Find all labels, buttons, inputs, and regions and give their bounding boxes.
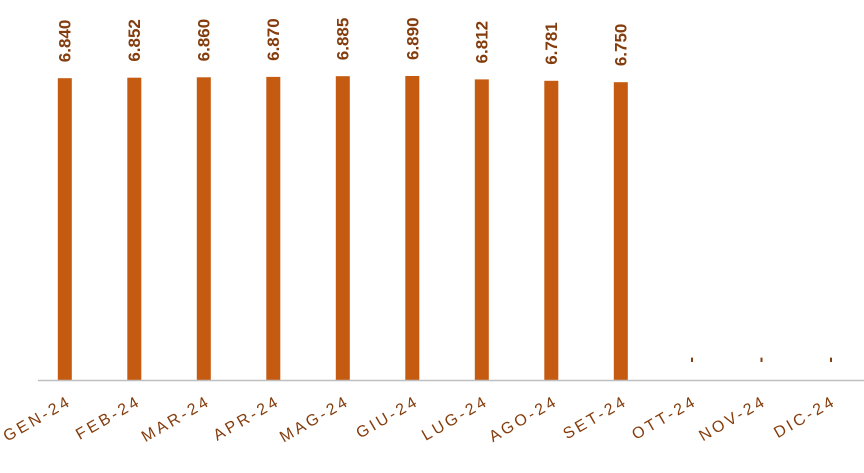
x-tick-label-set-24: SET-24	[560, 393, 630, 443]
value-label-giu-24: 6.890	[403, 17, 422, 60]
x-tick-label-ott-24: OTT-24	[629, 393, 700, 444]
value-label-ago-24: 6.781	[542, 22, 561, 65]
x-tick-label-giu-24: GIU-24	[353, 393, 422, 443]
value-labels-group: 6.840 6.852 6.860 6.870 6.885 6.890 6.812 6.781…	[56, 17, 840, 362]
x-tick-label-nov-24: NOV-24	[696, 393, 769, 445]
bar-lug-24	[474, 79, 489, 381]
bar-set-24	[613, 82, 628, 380]
value-label-set-24: 6.750	[612, 24, 631, 67]
value-label-gen-24: 6.840	[56, 20, 75, 63]
value-label-nov-24: -	[751, 357, 770, 363]
x-tick-label-ago-24: AGO-24	[486, 393, 561, 446]
bar-giu-24	[405, 76, 420, 380]
bar-apr-24	[266, 76, 281, 381]
value-label-feb-24: 6.852	[125, 19, 144, 62]
bar-ago-24	[544, 80, 559, 381]
x-tick-label-mag-24: MAG-24	[277, 393, 353, 447]
value-label-mag-24: 6.885	[334, 18, 353, 61]
x-tick-label-feb-24: FEB-24	[73, 393, 144, 444]
value-label-apr-24: 6.870	[264, 18, 283, 61]
value-label-mar-24: 6.860	[195, 19, 214, 62]
x-tick-label-apr-24: APR-24	[211, 393, 284, 445]
value-label-ott-24: -	[681, 357, 700, 363]
value-label-lug-24: 6.812	[473, 21, 492, 64]
x-tick-label-mar-24: MAR-24	[139, 393, 214, 446]
bars-group	[57, 76, 628, 381]
x-tick-label-lug-24: LUG-24	[419, 393, 492, 445]
bar-mar-24	[196, 77, 211, 381]
bar-gen-24	[57, 78, 72, 380]
x-tick-label-dic-24: DIC-24	[771, 393, 839, 442]
x-tick-label-gen-24: GEN-24	[1, 393, 75, 446]
bar-feb-24	[127, 77, 142, 380]
value-label-dic-24: -	[820, 357, 839, 363]
bar-mag-24	[335, 76, 350, 380]
